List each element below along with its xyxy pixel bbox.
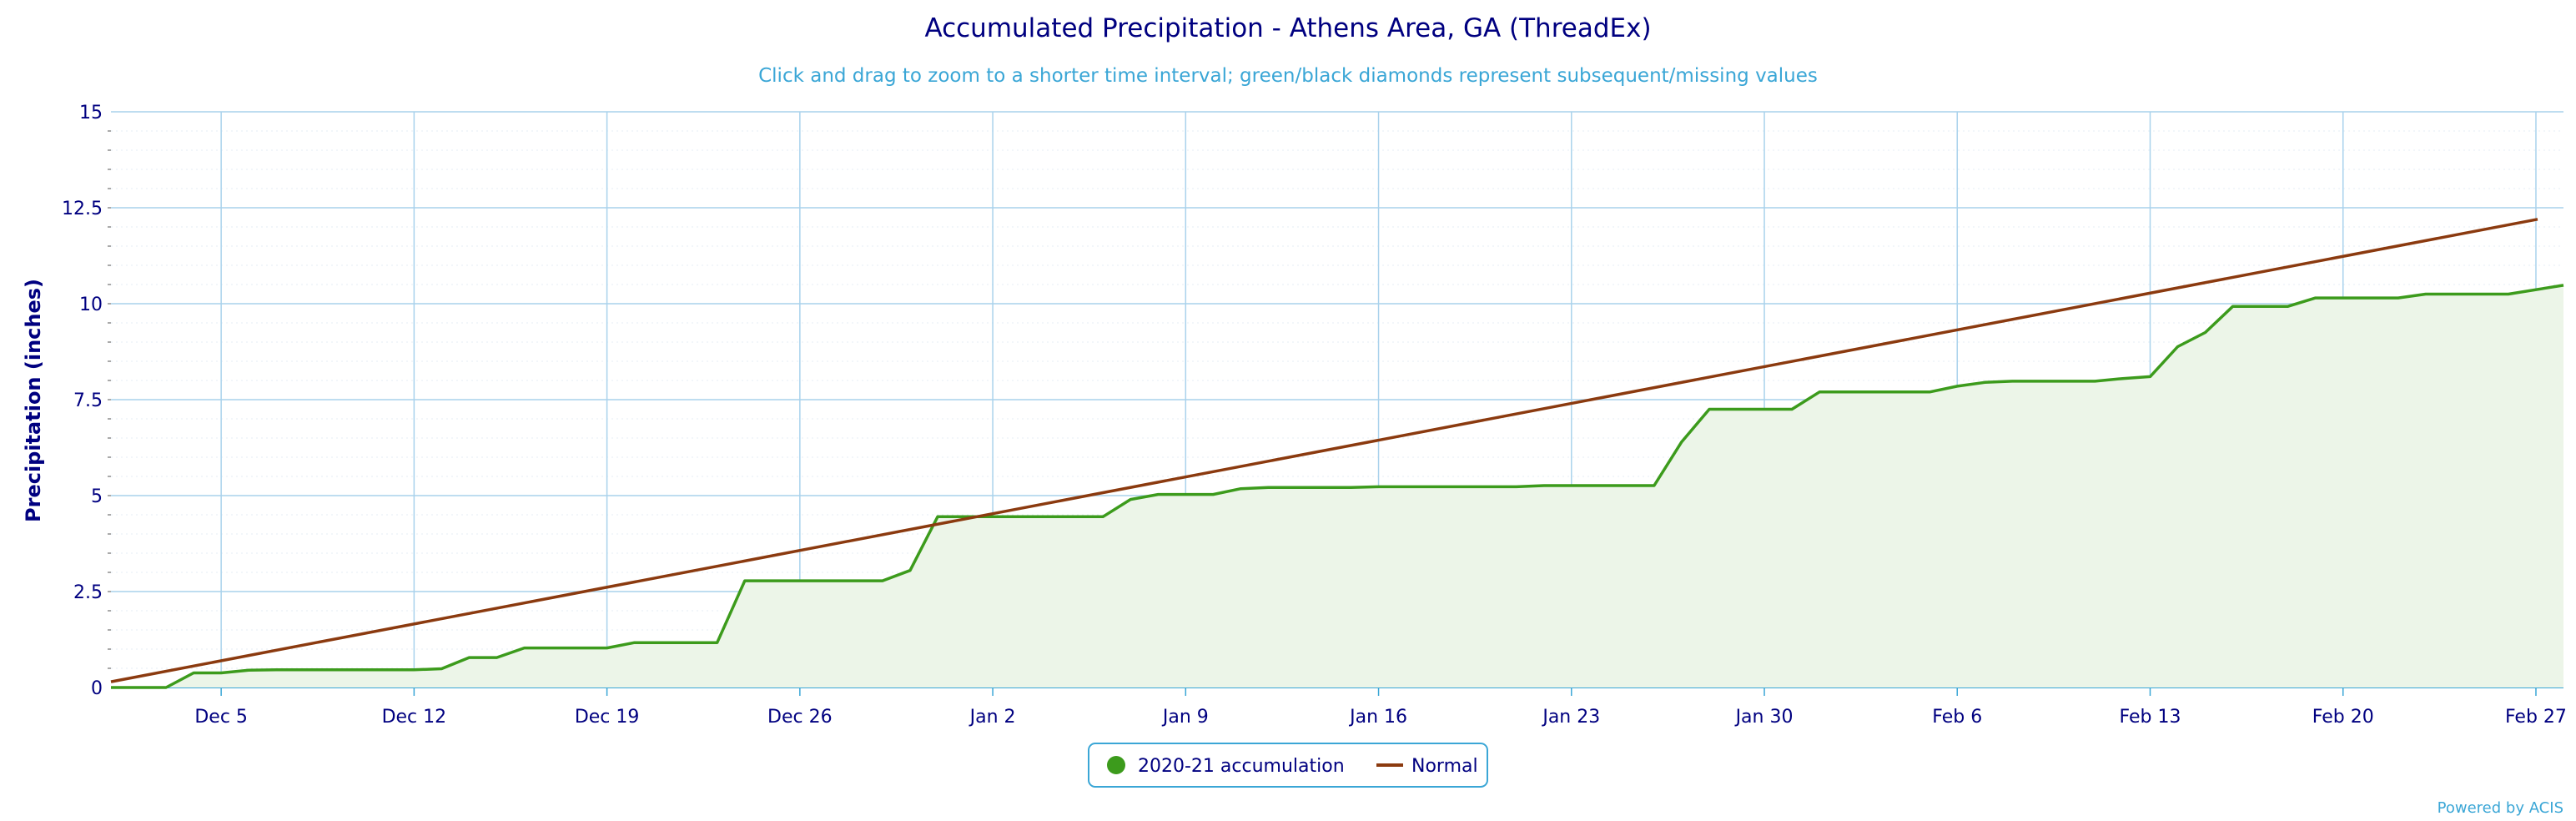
- y-axis-title: Precipitation (inches): [22, 279, 45, 522]
- x-axis: Dec 5 Dec 12 Dec 19 Dec 26 Jan 2 Jan 9 Jan 16 J…: [194, 688, 2567, 728]
- y-tick-label: 0: [91, 678, 103, 699]
- legend-item-normal[interactable]: Normal: [1376, 756, 1478, 777]
- x-tick-label: Jan 9: [1161, 707, 1209, 728]
- legend-box: [1088, 743, 1488, 788]
- legend-label-normal: Normal: [1411, 756, 1478, 777]
- credits-link[interactable]: Powered by ACIS: [2438, 799, 2563, 817]
- x-tick-label: Jan 2: [969, 707, 1016, 728]
- chart-subtitle: Click and drag to zoom to a shorter time…: [758, 65, 1818, 87]
- chart-title: Accumulated Precipitation - Athens Area,…: [924, 13, 1651, 43]
- y-tick-label: 2.5: [73, 582, 103, 603]
- normal-line: [110, 218, 2538, 683]
- y-tick-label: 12.5: [62, 199, 103, 219]
- accumulation-line: [111, 284, 2564, 689]
- legend-item-accumulation[interactable]: 2020-21 accumulation: [1107, 756, 1345, 777]
- accumulation-area: [111, 285, 2563, 688]
- x-tick-label: Jan 16: [1348, 707, 1407, 728]
- legend-circle-icon: [1107, 756, 1125, 774]
- x-tick-label: Feb 6: [1932, 707, 1982, 728]
- y-tick-label: 10: [79, 295, 103, 315]
- y-axis: 0 2.5 5 7.5 10 12.5 15: [62, 103, 111, 699]
- accumulation-fill: [111, 285, 2563, 688]
- legend-label-accumulation: 2020-21 accumulation: [1138, 756, 1345, 777]
- x-tick-label: Jan 30: [1734, 707, 1794, 728]
- x-tick-label: Feb 13: [2120, 707, 2181, 728]
- series-lines: [110, 218, 2564, 689]
- x-tick-label: Dec 12: [382, 707, 447, 728]
- y-tick-label: 7.5: [73, 390, 103, 411]
- x-tick-label: Dec 5: [194, 707, 248, 728]
- x-tick-label: Dec 26: [767, 707, 833, 728]
- x-tick-label: Feb 27: [2505, 707, 2567, 728]
- x-tick-label: Dec 19: [575, 707, 640, 728]
- x-tick-label: Feb 20: [2312, 707, 2374, 728]
- y-tick-label: 5: [91, 486, 103, 507]
- x-tick-label: Jan 23: [1541, 707, 1600, 728]
- y-tick-label: 15: [79, 103, 103, 123]
- legend: 2020-21 accumulation Normal: [1088, 743, 1488, 788]
